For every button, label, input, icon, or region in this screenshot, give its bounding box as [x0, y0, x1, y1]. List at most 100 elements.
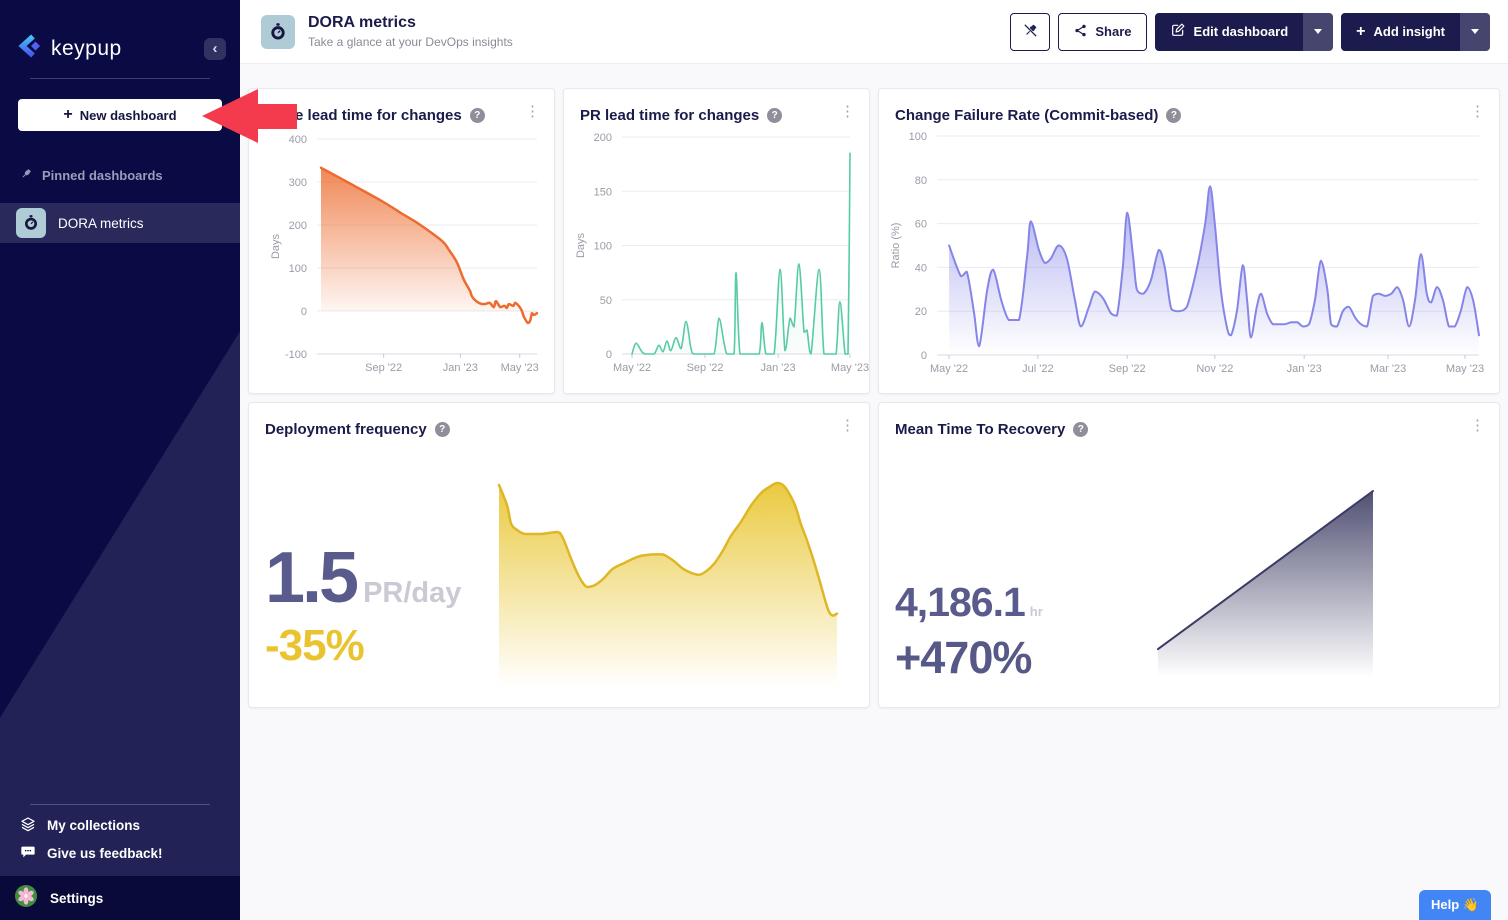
help-question-icon[interactable]: ? [1073, 421, 1089, 437]
topbar: DORA metrics Take a glance at your DevOp… [240, 0, 1508, 64]
stopwatch-icon [16, 208, 46, 238]
settings-button[interactable]: Settings [0, 876, 240, 920]
help-button[interactable]: Help 👋 [1419, 890, 1491, 920]
svg-text:Days: Days [270, 233, 282, 259]
share-button[interactable]: Share [1058, 12, 1147, 51]
svg-text:Jul '22: Jul '22 [1022, 363, 1053, 375]
red-annotation-arrow [202, 89, 297, 143]
sidebar-item-label: DORA metrics [58, 215, 144, 231]
unpin-dashboard-button[interactable] [1010, 12, 1051, 51]
mttr-stats: 4,186.1 hr +470% [895, 579, 1043, 684]
stat-value: 4,186.1 [895, 579, 1026, 625]
kebab-menu-icon[interactable]: ⋮ [840, 103, 855, 120]
svg-text:-100: -100 [285, 349, 307, 361]
deployment-frequency-stats: 1.5 PR/day -35% [265, 537, 461, 671]
main-area: DORA metrics Take a glance at your DevOp… [240, 0, 1508, 920]
chart-title: Change Failure Rate (Commit-based) [895, 106, 1159, 124]
settings-label: Settings [50, 890, 104, 906]
keypup-logo-icon [16, 33, 42, 64]
svg-text:0: 0 [301, 306, 307, 318]
svg-text:May '23: May '23 [1446, 363, 1484, 375]
card-pr-lead-time: PR lead time for changes ? ⋮ 200 150 100 50… [563, 88, 870, 394]
sidebar-item-dora-metrics[interactable]: DORA metrics [0, 203, 240, 243]
add-insight-button[interactable]: + Add insight [1341, 12, 1460, 51]
edit-dashboard-label: Edit dashboard [1193, 24, 1289, 39]
my-collections-label: My collections [47, 817, 141, 833]
sidebar-collapse-button[interactable]: ‹ [204, 37, 226, 60]
svg-text:Nov '22: Nov '22 [1196, 363, 1233, 375]
svg-text:100: 100 [594, 241, 612, 253]
svg-text:50: 50 [600, 295, 612, 307]
svg-text:0: 0 [606, 349, 612, 361]
stat-value: 1.5 [265, 538, 359, 618]
help-question-icon[interactable]: ? [469, 107, 485, 123]
svg-text:Mar '23: Mar '23 [1370, 363, 1406, 375]
svg-text:May '23: May '23 [501, 362, 539, 374]
svg-text:May '22: May '22 [930, 363, 968, 375]
svg-text:200: 200 [289, 220, 307, 232]
share-icon [1073, 23, 1088, 41]
svg-text:0: 0 [921, 350, 927, 362]
issue-lead-time-chart: 400 300 200 100 0 -100 Sep '22 Jan '23 May '23 Da… [270, 134, 539, 374]
svg-text:40: 40 [915, 262, 927, 274]
edit-dashboard-dropdown-button[interactable] [1303, 12, 1334, 51]
user-avatar [14, 884, 38, 913]
svg-text:100: 100 [909, 131, 927, 143]
chart-title: Mean Time To Recovery [895, 420, 1066, 438]
card-mean-time-to-recovery: Mean Time To Recovery ? ⋮ 4,186.1 hr +47… [878, 402, 1500, 708]
pin-off-icon [1022, 22, 1039, 42]
svg-text:May '22: May '22 [613, 362, 651, 374]
stat-unit: hr [1029, 604, 1043, 619]
svg-text:Days: Days [575, 232, 587, 258]
kebab-menu-icon[interactable]: ⋮ [1470, 103, 1485, 120]
svg-text:Jan '23: Jan '23 [1287, 363, 1322, 375]
chevron-down-icon [1471, 29, 1479, 34]
chart-title: Issue lead time for changes [265, 106, 462, 124]
kebab-menu-icon[interactable]: ⋮ [1470, 417, 1485, 434]
add-insight-split-button: + Add insight [1341, 12, 1490, 51]
help-question-icon[interactable]: ? [767, 107, 783, 123]
page-title: DORA metrics [308, 14, 416, 31]
help-question-icon[interactable]: ? [1166, 107, 1182, 123]
kebab-menu-icon[interactable]: ⋮ [840, 417, 855, 434]
svg-text:May '23: May '23 [831, 362, 869, 374]
chevron-down-icon [1314, 29, 1323, 34]
kebab-menu-icon[interactable]: ⋮ [525, 103, 540, 120]
svg-text:200: 200 [594, 132, 612, 144]
svg-text:100: 100 [289, 263, 307, 275]
svg-text:Sep '22: Sep '22 [1109, 363, 1146, 375]
dashboard-grid: Issue lead time for changes ? ⋮ 400 300 20… [240, 64, 1508, 716]
stat-delta: +470% [895, 632, 1032, 683]
add-insight-dropdown-button[interactable] [1460, 12, 1490, 51]
card-change-failure-rate: Change Failure Rate (Commit-based) ? ⋮ 1… [878, 88, 1500, 394]
new-dashboard-label: New dashboard [79, 107, 177, 123]
dashboard-stopwatch-icon [261, 14, 295, 49]
pinned-dashboards-section-label: Pinned dashboards [19, 167, 163, 184]
layers-icon [20, 816, 36, 835]
card-deployment-frequency: Deployment frequency ? ⋮ 1.5 PR/day -35% [248, 402, 870, 708]
edit-pencil-icon [1170, 22, 1186, 41]
svg-text:20: 20 [915, 306, 927, 318]
chart-title: Deployment frequency [265, 420, 427, 438]
svg-text:150: 150 [594, 186, 612, 198]
new-dashboard-button[interactable]: + New dashboard [18, 99, 222, 131]
plus-icon: + [63, 106, 73, 123]
pin-icon [19, 167, 33, 184]
chart-title: PR lead time for changes [580, 106, 760, 124]
share-label: Share [1095, 24, 1132, 39]
deployment-frequency-chart [497, 481, 839, 687]
edit-dashboard-button[interactable]: Edit dashboard [1154, 12, 1304, 51]
chat-bubble-icon [20, 844, 36, 863]
sidebar-item-my-collections[interactable]: My collections [20, 812, 140, 838]
svg-text:400: 400 [289, 134, 307, 146]
stat-delta: -35% [265, 621, 365, 670]
sidebar-item-give-feedback[interactable]: Give us feedback! [20, 840, 163, 866]
plus-icon: + [1356, 22, 1366, 40]
svg-text:Ratio (%): Ratio (%) [890, 223, 902, 269]
help-question-icon[interactable]: ? [434, 421, 450, 437]
stat-unit: PR/day [363, 577, 462, 609]
svg-text:300: 300 [289, 177, 307, 189]
